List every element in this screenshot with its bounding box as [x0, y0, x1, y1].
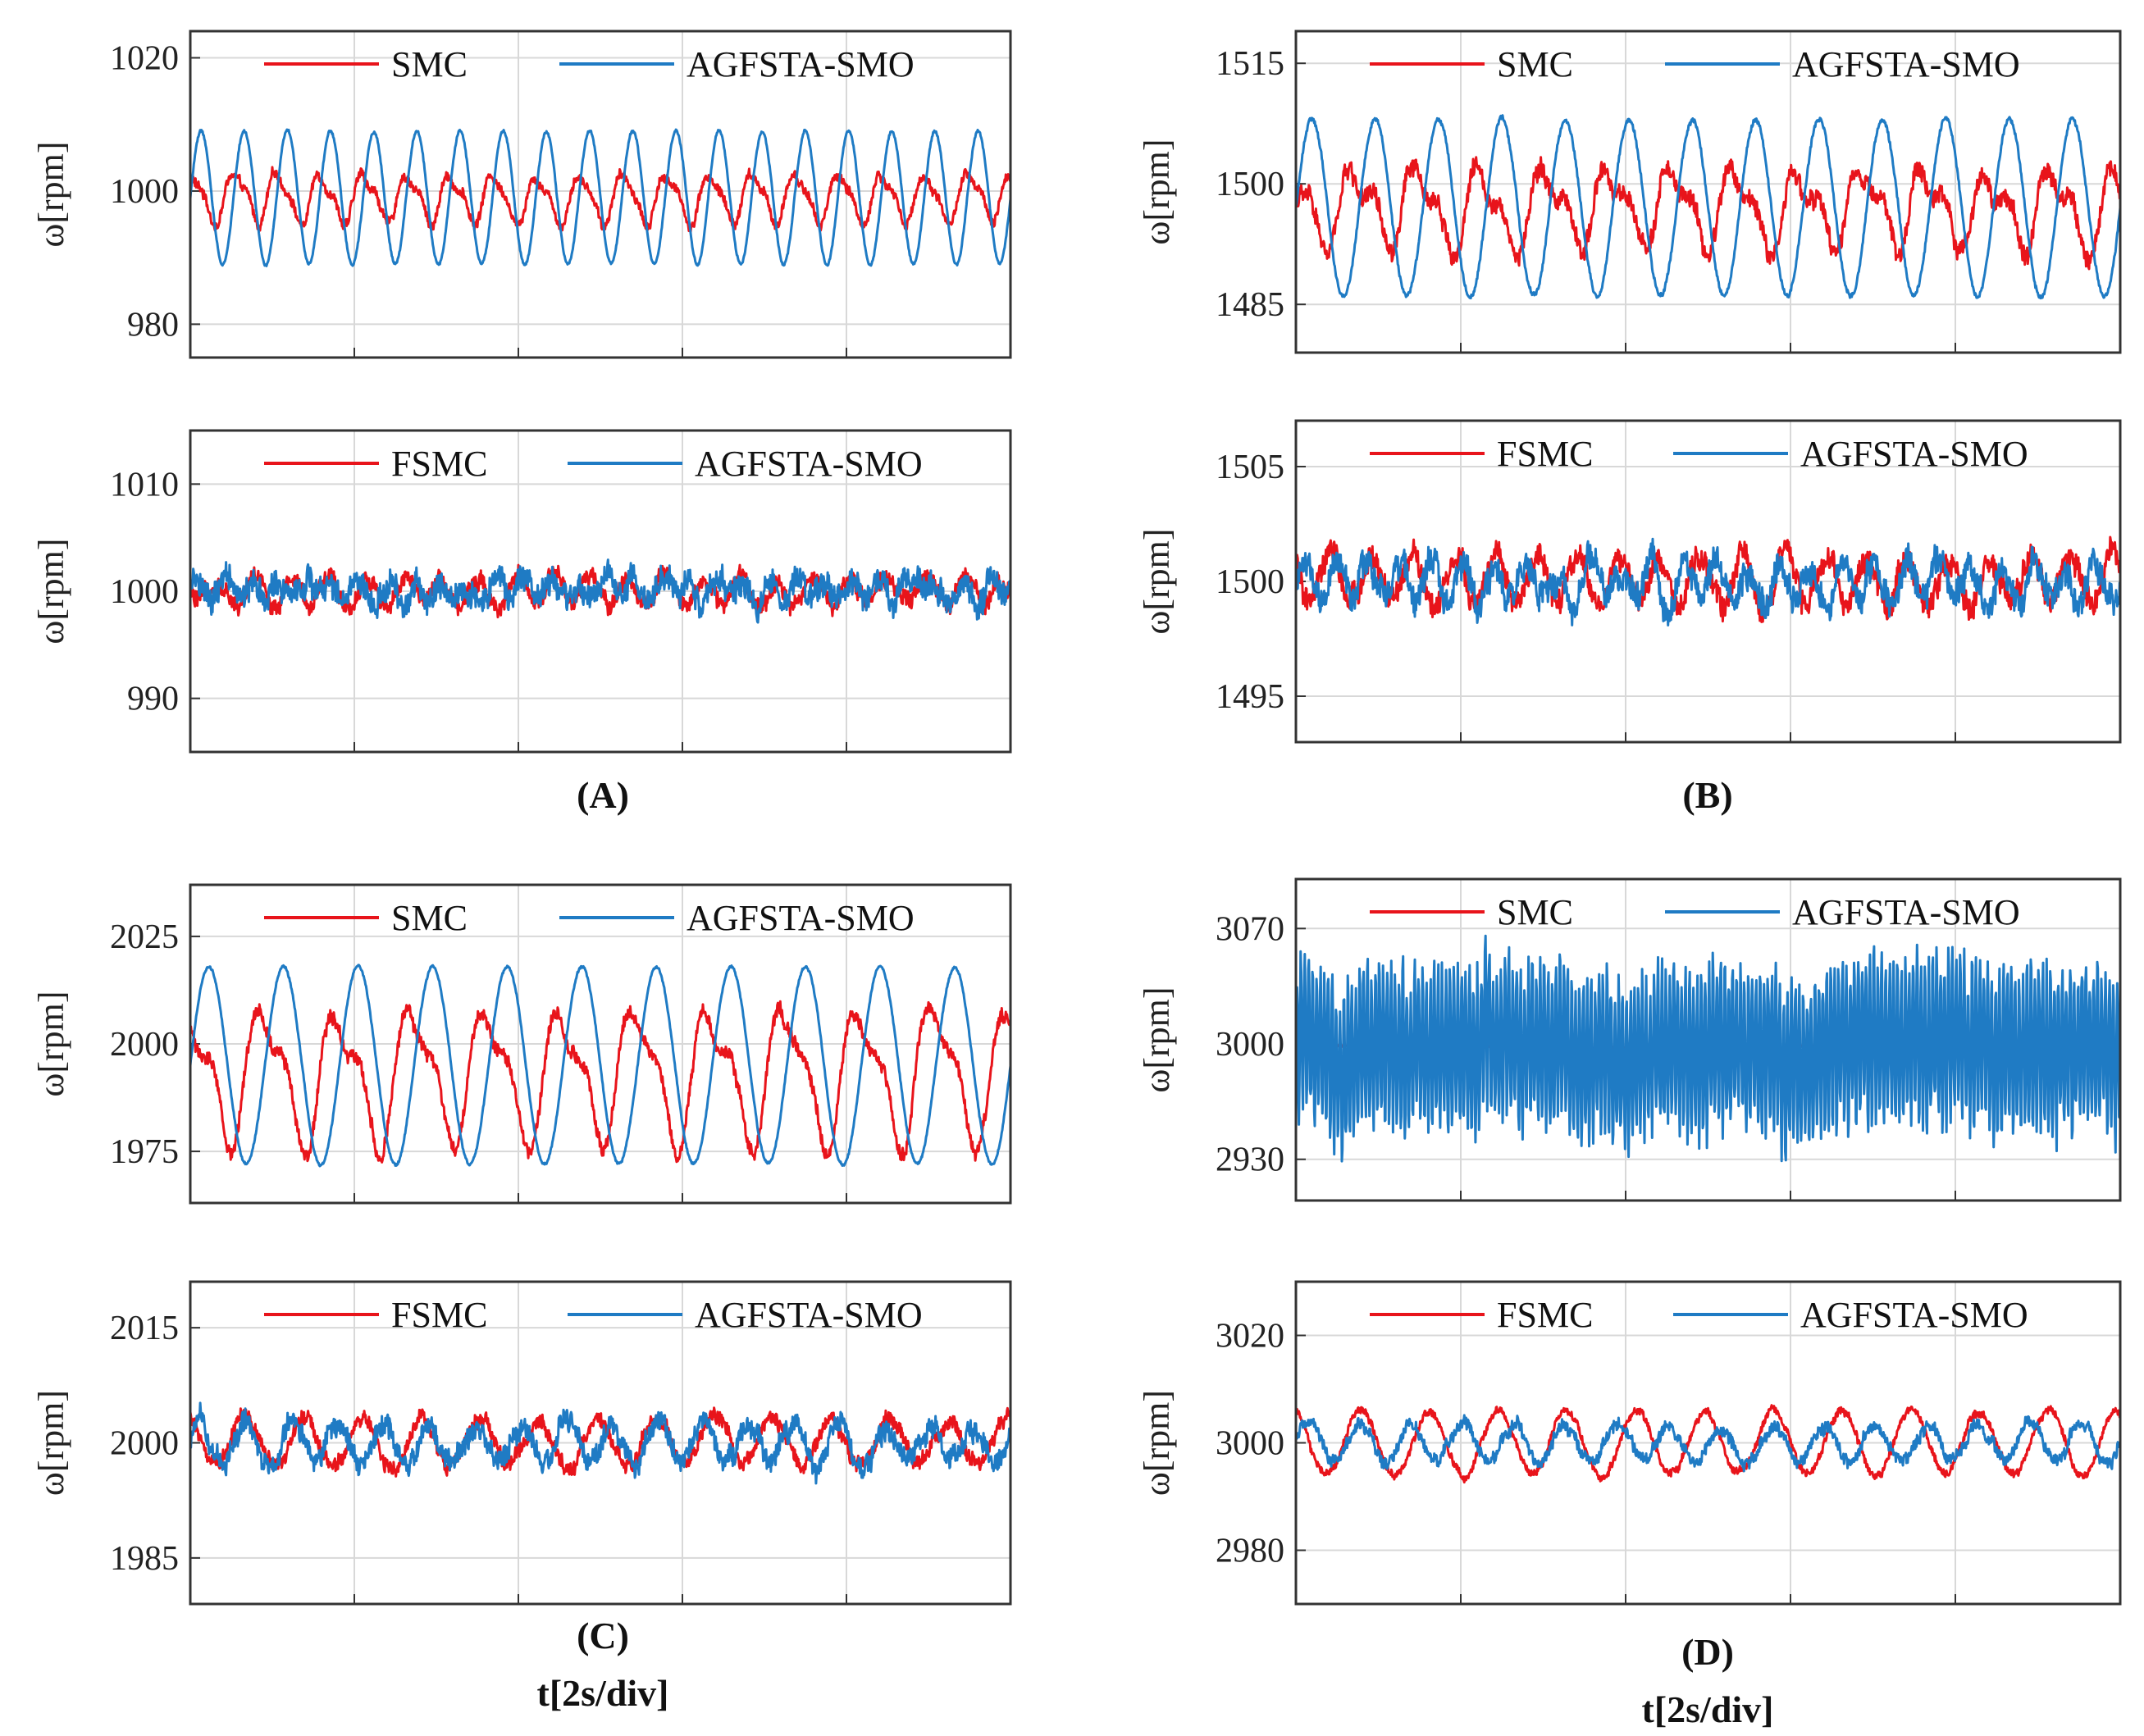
legend-label: AGFSTA-SMO	[1800, 434, 2028, 474]
legend: SMC AGFSTA-SMO	[264, 898, 915, 938]
chart-d2: 2980 3000 3020 ω[rpm] FSMC AGFSTA-SMO	[1137, 1280, 2122, 1606]
legend-label: AGFSTA-SMO	[1800, 1295, 2028, 1335]
y-tick-label: 1500	[1216, 166, 1284, 203]
chart-b1: 1485 1500 1515 ω[rpm] SMC AGFSTA-SMO	[1137, 30, 2122, 354]
series-line-smc	[1296, 156, 2120, 271]
y-axis-label: ω[rpm]	[1137, 528, 1177, 634]
y-tick-label: 2980	[1216, 1533, 1284, 1570]
series-line-agfsta-smo	[1296, 1414, 2120, 1473]
y-axis-label: ω[rpm]	[1137, 139, 1177, 244]
legend-label: SMC	[391, 898, 468, 938]
series-line-agfsta-smo	[190, 1401, 1010, 1485]
y-tick-label: 1000	[110, 173, 179, 211]
time-axis-label-right: t[2s/div]	[1642, 1688, 1774, 1730]
plot-frame	[189, 883, 1012, 1205]
legend: FSMC AGFSTA-SMO	[264, 1295, 923, 1335]
legend-label: AGFSTA-SMO	[695, 444, 923, 484]
legend-label: AGFSTA-SMO	[1792, 892, 2020, 932]
chart-b2: 1495 1500 1505 ω[rpm] FSMC AGFSTA-SMO	[1137, 419, 2122, 744]
y-tick-label: 3000	[1216, 1026, 1284, 1064]
plot-frame	[1294, 30, 2122, 354]
y-axis-label: ω[rpm]	[31, 991, 71, 1096]
series-line-agfsta-smo	[190, 964, 1010, 1168]
time-axis-label-left: t[2s/div]	[537, 1672, 669, 1714]
legend: FSMC AGFSTA-SMO	[264, 444, 923, 484]
y-tick-label: 980	[127, 306, 179, 344]
series-line-smc	[190, 166, 1010, 234]
legend: FSMC AGFSTA-SMO	[1370, 434, 2028, 474]
y-axis-label: ω[rpm]	[31, 1390, 71, 1496]
legend-label: FSMC	[391, 1295, 487, 1335]
chart-a2: 990 1000 1010 ω[rpm] FSMC AGFSTA-SMO	[31, 429, 1012, 754]
plot-frame	[1294, 877, 2122, 1202]
y-tick-label: 990	[127, 681, 179, 718]
y-tick-label: 1500	[1216, 563, 1284, 601]
y-axis-label: ω[rpm]	[31, 538, 71, 644]
caption-b: (B)	[1682, 774, 1732, 816]
y-tick-label: 1975	[110, 1133, 179, 1171]
y-tick-label: 1485	[1216, 286, 1284, 324]
panels: 980 1000 1020 ω[rpm] SMC AGFSTA-SMO 1485 1500 15…	[31, 30, 2122, 1606]
series-line-agfsta-smo	[190, 128, 1010, 267]
series-line-agfsta-smo	[1296, 934, 2120, 1163]
plot-frame	[189, 1280, 1012, 1606]
chart-a1: 980 1000 1020 ω[rpm] SMC AGFSTA-SMO	[31, 30, 1012, 359]
legend-label: SMC	[391, 44, 468, 84]
y-tick-label: 1515	[1216, 45, 1284, 83]
y-tick-label: 1010	[110, 466, 179, 503]
legend-label: FSMC	[1497, 434, 1593, 474]
y-tick-label: 3070	[1216, 910, 1284, 948]
y-tick-label: 2000	[110, 1425, 179, 1463]
legend-label: FSMC	[1497, 1295, 1593, 1335]
y-tick-label: 1495	[1216, 678, 1284, 716]
y-tick-label: 2025	[110, 918, 179, 956]
y-tick-label: 3020	[1216, 1318, 1284, 1356]
y-tick-label: 2930	[1216, 1141, 1284, 1179]
y-axis-label: ω[rpm]	[31, 141, 71, 247]
y-tick-label: 2015	[110, 1310, 179, 1347]
series-line-agfsta-smo	[1296, 537, 2120, 627]
series-line-fsmc	[1296, 1404, 2120, 1484]
series-line-smc	[190, 1000, 1010, 1164]
series-line-agfsta-smo	[190, 558, 1010, 624]
caption-d: (D)	[1681, 1631, 1734, 1673]
y-tick-label: 1020	[110, 39, 179, 77]
series-line-agfsta-smo	[1296, 114, 2120, 300]
chart-c2: 1985 2000 2015 ω[rpm] FSMC AGFSTA-SMO	[31, 1280, 1012, 1606]
y-tick-label: 3000	[1216, 1425, 1284, 1463]
legend-label: AGFSTA-SMO	[1792, 44, 2020, 84]
legend-label: FSMC	[391, 444, 487, 484]
legend: SMC AGFSTA-SMO	[1370, 892, 2020, 932]
plot-frame	[189, 429, 1012, 754]
legend: SMC AGFSTA-SMO	[1370, 44, 2020, 84]
plot-frame	[1294, 419, 2122, 744]
caption-a: (A)	[577, 774, 629, 816]
plot-frame	[189, 30, 1012, 359]
chart-d1: 2930 3000 3070 ω[rpm] SMC AGFSTA-SMO	[1137, 877, 2122, 1202]
y-tick-label: 1505	[1216, 449, 1284, 486]
y-tick-label: 1000	[110, 573, 179, 611]
plot-frame	[1294, 1280, 2122, 1606]
legend-label: AGFSTA-SMO	[687, 44, 915, 84]
legend-label: AGFSTA-SMO	[687, 898, 915, 938]
y-axis-label: ω[rpm]	[1137, 1390, 1177, 1496]
legend-label: SMC	[1497, 892, 1573, 932]
caption-c: (C)	[577, 1615, 629, 1656]
captions: (A) (B) (C) (D) t[2s/div] t[2s/div]	[537, 774, 1774, 1730]
y-axis-label: ω[rpm]	[1137, 986, 1177, 1092]
y-tick-label: 2000	[110, 1026, 179, 1064]
legend-label: SMC	[1497, 44, 1573, 84]
legend: SMC AGFSTA-SMO	[264, 44, 915, 84]
legend-label: AGFSTA-SMO	[695, 1295, 923, 1335]
chart-c1: 1975 2000 2025 ω[rpm] SMC AGFSTA-SMO	[31, 883, 1012, 1205]
legend: FSMC AGFSTA-SMO	[1370, 1295, 2028, 1335]
y-tick-label: 1985	[110, 1540, 179, 1578]
